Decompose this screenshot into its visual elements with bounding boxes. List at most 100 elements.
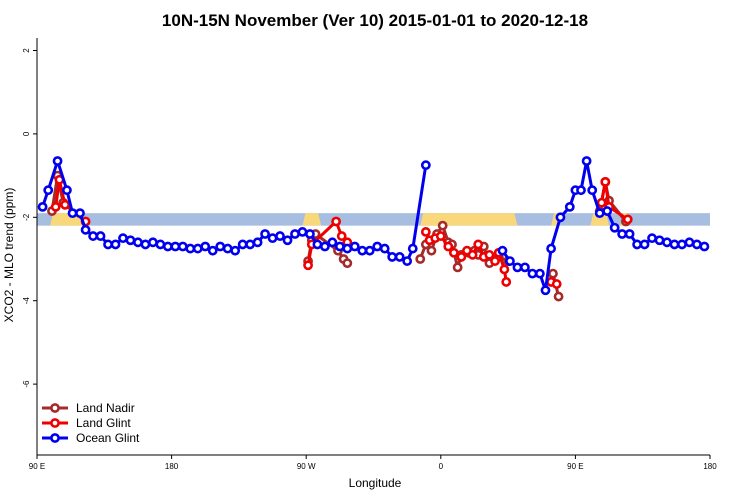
data-point — [527, 268, 538, 279]
legend-item: Ocean Glint — [42, 431, 140, 445]
data-point — [52, 156, 63, 166]
data-point — [677, 239, 687, 250]
data-point — [43, 185, 54, 196]
data-point — [632, 239, 642, 250]
data-point — [140, 239, 151, 250]
data-point — [534, 268, 545, 279]
data-point — [170, 241, 181, 252]
data-point — [252, 237, 263, 248]
data-point — [394, 252, 405, 262]
data-point — [327, 237, 338, 248]
data-point — [497, 245, 508, 256]
data-point — [357, 245, 368, 256]
data-point — [275, 231, 285, 241]
data-point — [80, 224, 91, 235]
data-point — [192, 243, 203, 254]
x-tick-label: 90 W — [297, 462, 316, 471]
data-point — [62, 185, 72, 196]
data-point — [581, 156, 592, 166]
data-point — [420, 227, 431, 237]
data-point — [576, 185, 586, 196]
data-point — [551, 279, 562, 289]
y-tick-label: 2 — [22, 48, 31, 53]
data-point — [177, 241, 188, 252]
data-point — [297, 227, 308, 237]
data-point — [692, 239, 702, 250]
data-point — [312, 239, 323, 250]
series-ocean-glint — [37, 156, 710, 296]
data-point — [448, 247, 459, 258]
data-point — [60, 199, 70, 210]
data-point — [602, 206, 613, 216]
data-point — [37, 201, 48, 212]
axes: 90 E 180 90 W 0 90 E 180 2 0 -2 -4 -6 — [22, 38, 717, 471]
data-point — [624, 229, 635, 239]
data-point — [452, 262, 463, 273]
y-axis-label: XCO2 - MLO trend (ppm) — [2, 188, 16, 323]
land-segment — [420, 213, 518, 226]
data-point — [420, 160, 431, 171]
data-point — [594, 208, 605, 219]
data-point — [505, 256, 515, 266]
data-point — [148, 237, 158, 248]
data-point — [334, 241, 345, 252]
data-point — [342, 258, 353, 269]
data-point — [639, 239, 650, 250]
legend-item: Land Glint — [42, 416, 131, 430]
data-point — [512, 262, 523, 273]
data-point — [245, 239, 256, 250]
data-point — [437, 220, 448, 231]
data-point — [647, 233, 657, 244]
data-point — [520, 262, 530, 273]
data-point — [617, 229, 628, 239]
data-point — [185, 243, 196, 254]
data-point — [290, 229, 300, 239]
y-tick-label: -2 — [22, 213, 31, 221]
data-point — [609, 222, 620, 233]
data-point — [456, 252, 467, 262]
legend-label: Ocean Glint — [76, 431, 140, 445]
series-land-glint — [50, 174, 633, 289]
data-point — [555, 212, 566, 223]
data-point — [331, 216, 342, 227]
data-point — [443, 241, 454, 252]
data-point — [553, 291, 564, 302]
data-point — [88, 231, 98, 241]
data-point — [342, 243, 353, 254]
data-point — [415, 254, 426, 264]
data-point — [103, 239, 113, 250]
data-point — [282, 235, 293, 246]
data-point — [473, 239, 484, 250]
data-point — [372, 241, 383, 252]
data-point — [267, 233, 278, 244]
data-point — [50, 201, 61, 212]
y-tick-label: 0 — [22, 131, 31, 136]
data-point — [684, 237, 695, 248]
data-point — [303, 260, 313, 271]
chart-title: 10N-15N November (Ver 10) 2015-01-01 to … — [162, 11, 588, 30]
data-point — [467, 249, 478, 260]
data-point — [426, 245, 437, 256]
y-tick-label: -4 — [22, 297, 31, 305]
data-point — [564, 201, 575, 212]
data-point — [490, 256, 500, 266]
data-point — [600, 176, 611, 187]
data-point — [319, 241, 330, 252]
data-point — [540, 285, 551, 296]
data-point — [349, 241, 360, 252]
data-point — [484, 249, 495, 260]
data-point — [125, 235, 136, 246]
data-point — [230, 245, 241, 256]
y-tick-label: -6 — [22, 380, 31, 388]
data-point — [387, 252, 398, 262]
data-point — [662, 237, 672, 248]
legend-marker — [50, 433, 60, 443]
legend-marker — [50, 403, 60, 413]
data-point — [260, 229, 270, 239]
data-point — [364, 245, 375, 256]
data-point — [669, 239, 680, 250]
data-point — [546, 243, 556, 254]
data-point — [654, 235, 665, 246]
legend-marker — [50, 418, 60, 428]
